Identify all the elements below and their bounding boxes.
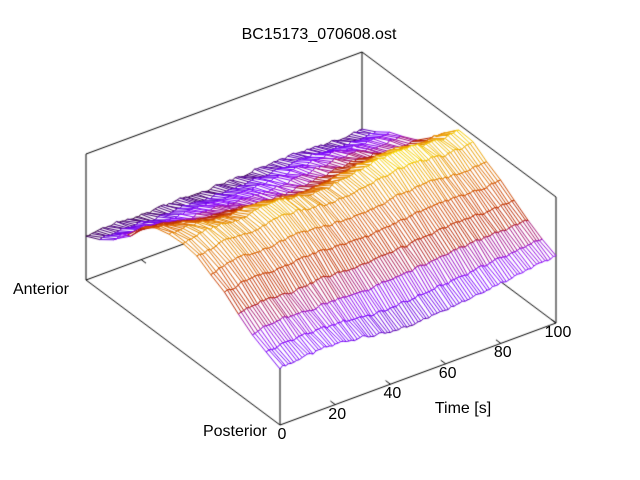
x-axis-tick-label: 40 [383,385,402,403]
x-axis-label: Time [s] [434,400,492,417]
x-axis-tick-label: 20 [328,405,347,423]
x-axis-tick-label: 60 [438,364,457,382]
y-axis-tick-label-posterior: Posterior [202,423,267,440]
x-axis-tick-label: 100 [544,324,572,341]
x-axis-tick-label: 80 [493,344,512,362]
x-axis-tick-label: 0 [277,426,287,443]
y-axis-tick-label-anterior: Anterior [12,281,69,298]
plot-title: BC15173_070608.ost [241,26,397,43]
